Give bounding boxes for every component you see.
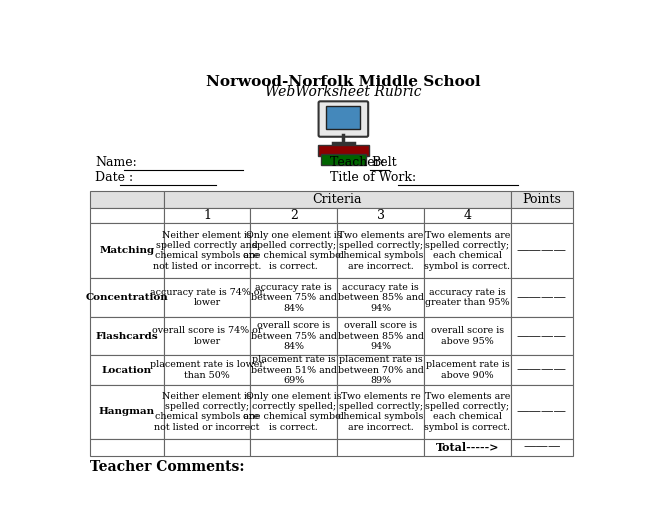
Text: Neither element is
spelled correctly;
chemical symbols are
not listed or incorre: Neither element is spelled correctly; ch…	[154, 392, 260, 432]
Text: Belt: Belt	[371, 156, 397, 169]
Text: accuracy rate is 74% or
lower: accuracy rate is 74% or lower	[150, 288, 264, 307]
Text: ————: ————	[517, 330, 567, 343]
Text: overall score is
above 95%: overall score is above 95%	[431, 326, 504, 346]
Bar	[251, 439, 337, 455]
Bar	[511, 317, 573, 356]
Text: Title of Work:: Title of Work:	[330, 172, 416, 184]
Bar	[337, 439, 424, 455]
Text: overall score is 74% or
lower: overall score is 74% or lower	[152, 326, 262, 346]
Text: Two elements are
spelled correctly;
each chemical
symbol is correct.: Two elements are spelled correctly; each…	[424, 392, 511, 432]
Bar	[511, 356, 573, 385]
Bar	[337, 317, 424, 356]
Text: Norwood-Norfolk Middle School: Norwood-Norfolk Middle School	[206, 75, 480, 89]
Text: Teacher Comments:: Teacher Comments:	[90, 460, 245, 474]
Text: Flashcards: Flashcards	[95, 332, 158, 341]
Text: ————: ————	[517, 405, 567, 418]
Bar	[337, 356, 424, 385]
Text: Location: Location	[102, 366, 152, 375]
Bar	[337, 208, 424, 223]
Bar	[251, 208, 337, 223]
Bar	[251, 317, 337, 356]
Text: ———: ———	[523, 440, 561, 454]
Text: overall score is
between 75% and
84%: overall score is between 75% and 84%	[251, 321, 337, 351]
Text: Only one element is
correctly spelled;
one chemical symbol
is correct.: Only one element is correctly spelled; o…	[243, 392, 344, 432]
Text: ————: ————	[517, 291, 567, 304]
Bar	[511, 223, 573, 278]
Text: WebWorksheet Rubric: WebWorksheet Rubric	[265, 85, 421, 99]
Text: 1: 1	[203, 209, 211, 222]
Text: placement rate is
above 90%: placement rate is above 90%	[425, 360, 509, 380]
Text: Date :: Date :	[95, 172, 133, 184]
Bar	[424, 208, 511, 223]
Text: placement rate is
between 70% and
89%: placement rate is between 70% and 89%	[338, 355, 423, 385]
Text: accuracy rate is
between 75% and
84%: accuracy rate is between 75% and 84%	[251, 283, 337, 313]
Bar	[251, 223, 337, 278]
Bar	[251, 385, 337, 439]
FancyBboxPatch shape	[318, 101, 369, 137]
Text: Concentration: Concentration	[85, 293, 168, 302]
Text: Matching: Matching	[99, 246, 154, 255]
Bar	[163, 439, 251, 455]
Text: Hangman: Hangman	[98, 407, 155, 416]
Bar	[163, 223, 251, 278]
Text: placement rate is lower
than 50%: placement rate is lower than 50%	[150, 360, 264, 380]
Bar	[511, 208, 573, 223]
Bar	[90, 439, 163, 455]
Bar	[163, 385, 251, 439]
Text: Two elements are
spelled correctly;
chemical symbols
are incorrect.: Two elements are spelled correctly; chem…	[338, 231, 423, 271]
Bar	[424, 223, 511, 278]
Bar	[251, 356, 337, 385]
FancyBboxPatch shape	[321, 154, 366, 165]
Bar	[424, 439, 511, 455]
Bar	[163, 208, 251, 223]
Bar	[511, 439, 573, 455]
Text: Neither element is
spelled correctly and
chemical symbols are
not listed or inco: Neither element is spelled correctly and…	[153, 231, 261, 271]
Bar	[424, 385, 511, 439]
Text: Name:: Name:	[95, 156, 137, 169]
Text: overall score is
between 85% and
94%: overall score is between 85% and 94%	[338, 321, 423, 351]
Text: Two elements are
spelled correctly;
each chemical
symbol is correct.: Two elements are spelled correctly; each…	[424, 231, 511, 271]
Bar	[337, 223, 424, 278]
Text: Criteria: Criteria	[312, 192, 362, 206]
Bar	[163, 278, 251, 317]
Bar	[163, 356, 251, 385]
Text: Two elements re
spelled correctly;
chemical symbols
are incorrect.: Two elements re spelled correctly; chemi…	[338, 392, 423, 432]
Bar	[511, 385, 573, 439]
Bar	[90, 278, 163, 317]
Bar	[90, 385, 163, 439]
Bar	[424, 317, 511, 356]
Bar	[424, 278, 511, 317]
Bar	[337, 385, 424, 439]
Text: accuracy rate is
greater than 95%: accuracy rate is greater than 95%	[425, 288, 510, 307]
Text: Total----->: Total----->	[436, 441, 499, 453]
Text: placement rate is
between 51% and
69%: placement rate is between 51% and 69%	[251, 355, 337, 385]
Bar	[90, 191, 163, 208]
Text: ————: ————	[517, 364, 567, 376]
Text: 2: 2	[290, 209, 297, 222]
Text: 4: 4	[464, 209, 472, 222]
Bar	[90, 223, 163, 278]
Bar	[163, 191, 511, 208]
Bar	[251, 278, 337, 317]
Bar	[511, 278, 573, 317]
FancyBboxPatch shape	[318, 145, 369, 156]
Text: accuracy rate is
between 85% and
94%: accuracy rate is between 85% and 94%	[338, 283, 423, 313]
Bar	[511, 191, 573, 208]
Bar	[90, 208, 163, 223]
Text: Teacher:: Teacher:	[330, 156, 389, 169]
Text: 3: 3	[377, 209, 385, 222]
Bar	[90, 317, 163, 356]
Bar	[163, 317, 251, 356]
Bar	[90, 356, 163, 385]
Bar	[326, 106, 360, 129]
Bar	[337, 278, 424, 317]
Text: Only one element is
spelled correctly;
one chemical symbol
is correct.: Only one element is spelled correctly; o…	[243, 231, 344, 271]
Bar	[424, 356, 511, 385]
Text: Points: Points	[523, 192, 561, 206]
Text: ————: ————	[517, 244, 567, 257]
